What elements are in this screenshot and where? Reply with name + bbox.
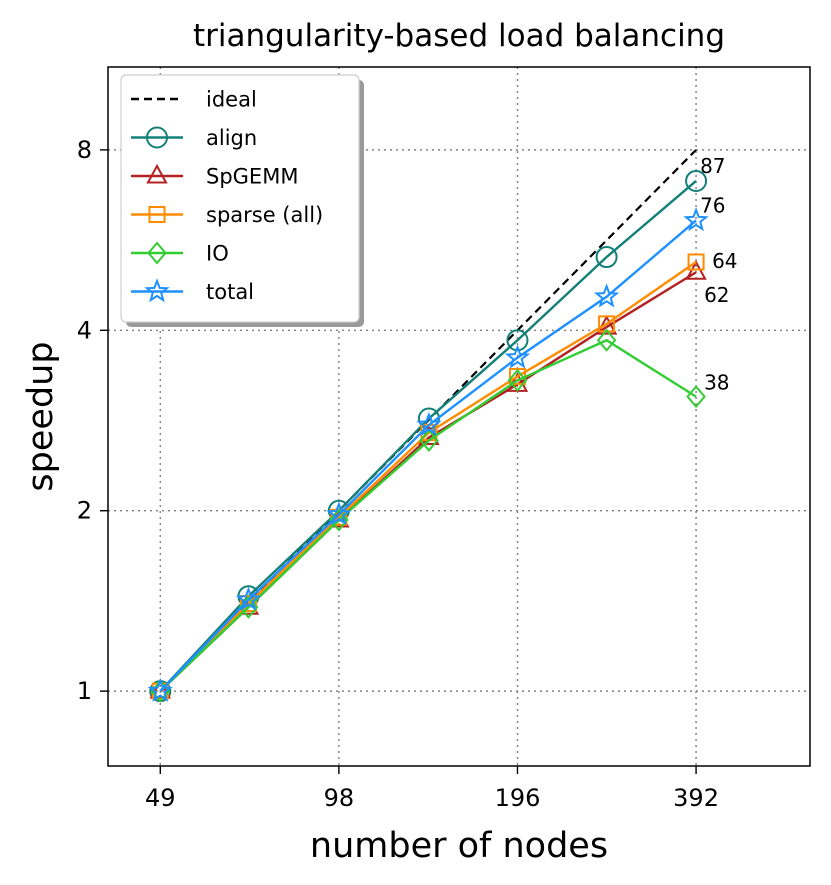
series-line-io [159,338,697,692]
series-total [147,207,709,702]
data-point-io [419,428,439,452]
data-point-total [504,344,531,369]
data-point-total [326,501,352,526]
legend-item-align: align [131,126,257,150]
data-point-total [147,677,173,702]
data-point-total [593,283,620,308]
legend-item-ideal: ideal [131,88,257,112]
annotation-label: 87 [700,154,725,178]
legend-marker-sparse-all [148,206,166,223]
annotation-label: 38 [704,371,729,395]
x-tick-label: 98 [324,784,355,812]
data-point-total [416,411,442,436]
series-spgemm [149,260,707,699]
chart-title: triangularity-based load balancing [193,18,725,54]
grid [108,67,810,766]
x-axis-label: number of nodes [310,826,608,866]
axis-ticks: 49 98 196 392 1 2 4 8 [77,136,719,812]
y-axis-label: speedup [21,341,61,491]
annotation-label: 62 [704,283,729,307]
data-point-io [596,328,617,352]
data-point-total [683,207,709,232]
data-point-io [686,385,706,409]
legend-item-spgemm: SpGEMM [131,163,298,189]
y-tick-label: 1 [77,677,92,705]
y-tick-label: 8 [77,136,92,164]
legend-marker-align [146,126,168,149]
legend: ideal align SpGEMM sparse (all) IO total [120,74,364,327]
data-point-align [595,246,618,269]
legend-item-total: total [131,278,254,304]
legend-label: IO [206,242,229,266]
series-io [150,328,706,703]
x-tick-label: 196 [495,784,541,812]
annotation-label: 64 [712,249,737,273]
annotations: 87 76 64 62 38 [700,154,737,395]
legend-item-io: IO [131,241,229,266]
legend-label: SpGEMM [206,165,298,189]
y-tick-label: 2 [77,497,92,525]
legend-item-sparse-all: sparse (all) [131,203,323,227]
series-line-spgemm [159,271,697,692]
series-layer [147,149,709,703]
data-point-align [506,329,529,352]
y-tick-label: 4 [77,316,92,344]
data-point-total [235,586,262,611]
series-line-total [159,219,697,692]
legend-marker-total [144,278,170,303]
x-tick-label: 49 [145,784,176,812]
legend-marker-spgemm [146,163,168,184]
legend-label: sparse (all) [206,203,323,227]
data-point-align [685,169,708,192]
annotation-label: 76 [700,193,725,217]
legend-marker-io [147,241,167,265]
plot-frame [107,66,811,767]
x-tick-label: 392 [673,784,719,812]
legend-label: ideal [206,88,257,112]
legend-label: align [206,126,257,150]
data-point-io [329,508,349,532]
data-point-io [507,368,528,392]
legend-label: total [206,280,254,304]
data-point-sparse-all [687,253,705,271]
